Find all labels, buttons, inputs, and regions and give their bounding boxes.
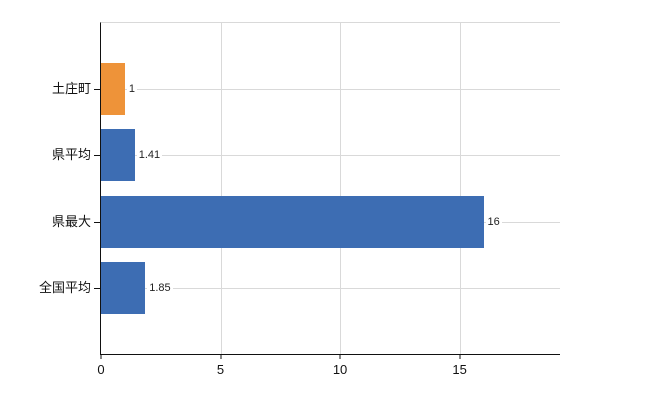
bar-value-label: 1.41 <box>136 148 163 163</box>
bar <box>101 129 135 182</box>
bar <box>101 195 484 248</box>
bar <box>101 261 146 314</box>
y-axis-tick <box>94 89 100 91</box>
gridline-vertical <box>340 23 342 354</box>
plot-area: 1 土庄町 1.41 県平均 16 県最大 1.85 全国平均 0 5 10 15 <box>39 22 560 377</box>
x-axis-tick <box>339 354 341 359</box>
category-label: 土庄町 <box>51 81 91 97</box>
y-axis-tick <box>94 287 100 289</box>
x-axis-tick-label: 10 <box>332 362 348 377</box>
y-axis-tick <box>94 221 100 223</box>
bar <box>101 63 125 116</box>
gridline-vertical <box>220 23 222 354</box>
bar-value-label: 1.85 <box>147 280 173 295</box>
x-axis-tick <box>459 354 461 359</box>
category-label: 県最大 <box>51 213 91 229</box>
bar-value-label: 16 <box>485 214 502 229</box>
x-axis-tick-label: 0 <box>97 362 105 377</box>
gridline-vertical <box>459 23 461 354</box>
y-axis-tick <box>94 155 100 157</box>
bar-value-label: 1 <box>126 82 138 97</box>
x-axis-tick <box>100 354 102 359</box>
category-label: 全国平均 <box>38 279 91 295</box>
x-axis-tick-label: 5 <box>216 362 225 377</box>
x-axis-tick-label: 15 <box>452 362 467 377</box>
x-axis-tick <box>220 354 222 359</box>
gridline-horizontal <box>101 287 560 289</box>
gridline-horizontal <box>101 155 560 157</box>
category-label: 県平均 <box>51 147 91 163</box>
gridline-horizontal <box>101 89 560 91</box>
